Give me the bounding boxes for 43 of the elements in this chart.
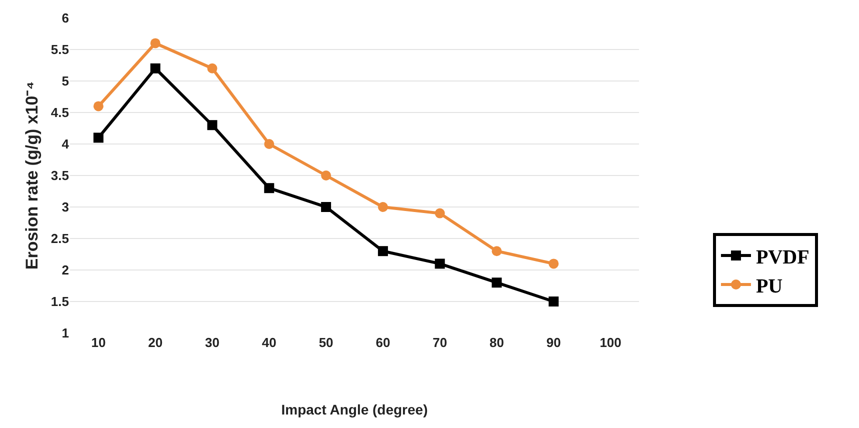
point: [150, 38, 160, 48]
point: [321, 170, 332, 180]
point: [378, 246, 388, 256]
point: [150, 63, 160, 74]
x-tick-label: 60: [376, 335, 390, 350]
point: [93, 132, 104, 143]
point: [548, 296, 559, 306]
x-tick-label: 70: [432, 335, 448, 350]
point: [93, 101, 104, 112]
y-tick-label: 2.5: [50, 231, 69, 246]
x-axis-title: Impact Angle (degree): [281, 401, 428, 418]
point: [378, 202, 388, 212]
point: [321, 202, 332, 212]
y-tick-label: 5: [62, 74, 69, 89]
point: [434, 208, 445, 218]
legend-label: PU: [756, 275, 783, 298]
point: [492, 278, 502, 288]
x-tick-label: 20: [148, 335, 163, 350]
y-tick-label: 1.5: [50, 294, 69, 310]
point: [434, 258, 445, 269]
x-tick-label: 80: [490, 335, 504, 350]
legend-label: PVDF: [756, 246, 810, 268]
y-tick-label: 2: [62, 262, 69, 278]
y-tick-label: 3.5: [50, 168, 69, 184]
x-tick-label: 100: [600, 335, 622, 350]
y-tick-label: 6: [62, 10, 69, 26]
y-axis-title: Erosion rate (g/g) x10⁻⁴: [22, 81, 42, 270]
x-tick-label: 40: [262, 335, 276, 350]
y-tick-label: 5.5: [50, 42, 69, 58]
x-tick-label: 90: [546, 335, 561, 350]
point: [264, 183, 274, 194]
y-tick-label: 4.5: [50, 105, 69, 120]
x-tick-label: 50: [318, 335, 334, 350]
point: [207, 120, 218, 130]
point: [548, 258, 559, 269]
y-tick-label: 1: [62, 326, 69, 341]
y-tick-label: 3: [62, 200, 69, 215]
point: [264, 139, 274, 149]
point: [492, 246, 502, 256]
x-tick-label: 30: [205, 335, 220, 350]
y-tick-label: 4: [62, 136, 70, 152]
x-tick-label: 10: [91, 335, 106, 350]
point: [207, 63, 218, 74]
